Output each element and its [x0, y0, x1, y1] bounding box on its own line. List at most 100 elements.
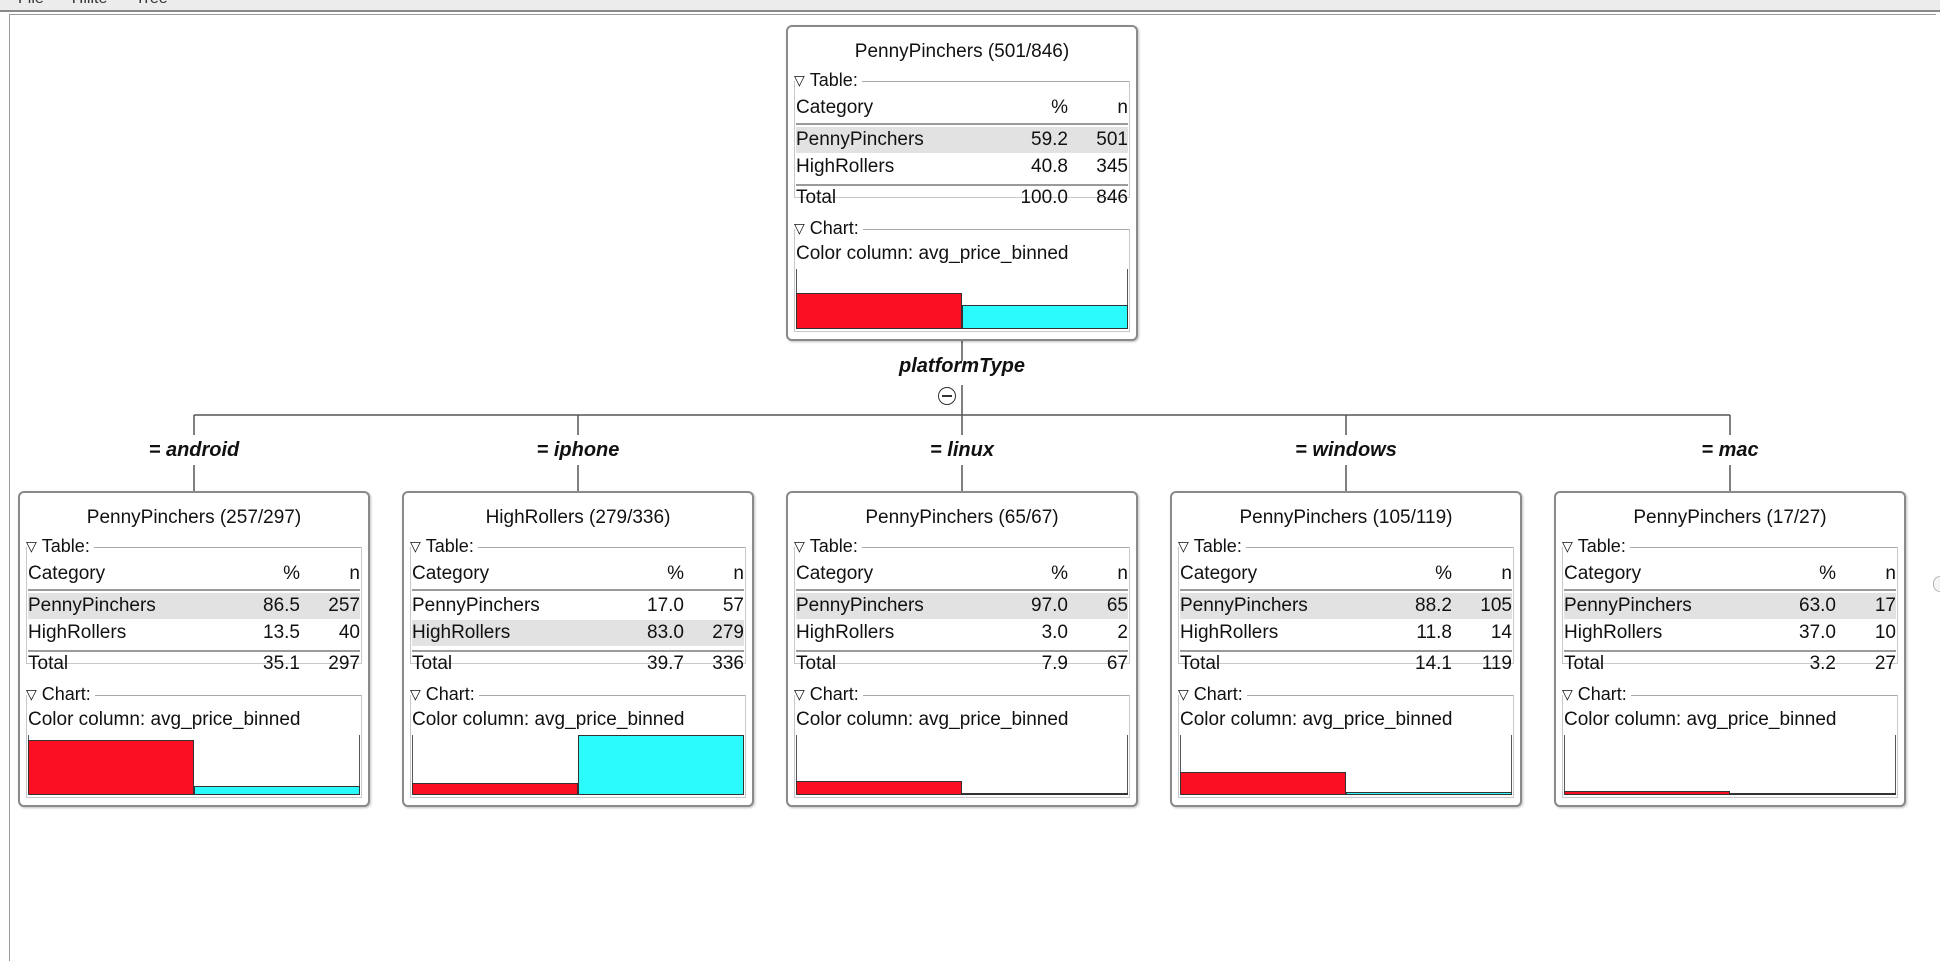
menu-bar: File Hilite Tree: [0, 0, 1940, 12]
chart-section-header[interactable]: ▽ Chart:: [26, 684, 362, 705]
total-divider: [796, 650, 1128, 652]
child-node[interactable]: PennyPinchers (65/67) ▽ Table: Category% n Pe…: [786, 491, 1138, 807]
chart-section-toggle[interactable]: ▽ Chart:: [794, 218, 863, 239]
menu-file[interactable]: File: [18, 0, 44, 8]
collapse-triangle-icon[interactable]: ▽: [1178, 538, 1189, 554]
menu-tree[interactable]: Tree: [135, 0, 167, 8]
collapse-triangle-icon[interactable]: ▽: [410, 686, 421, 702]
table-divider: [1564, 589, 1896, 591]
chart-section-label: Chart:: [809, 218, 859, 238]
table-section-toggle[interactable]: ▽ Table:: [794, 70, 862, 91]
collapse-node-button[interactable]: [938, 387, 956, 405]
table-divider: [412, 589, 744, 591]
root-node[interactable]: PennyPinchers (501/846) ▽ Table: Category% n…: [786, 25, 1138, 341]
chart-section-header[interactable]: ▽ Chart:: [410, 684, 746, 705]
edge-label-iphone: = iphone: [536, 439, 620, 461]
row-category: HighRollers: [28, 622, 127, 643]
header-percent: %: [1051, 563, 1068, 584]
chart-section-frame: [794, 695, 1130, 798]
chart-section-label: Chart:: [809, 684, 859, 704]
table-section-frame: [794, 81, 1130, 198]
table-section-header[interactable]: ▽ Table:: [794, 70, 1130, 91]
total-row: Total 14.1 119: [1180, 651, 1512, 677]
node-title: PennyPinchers (501/846): [854, 41, 1070, 62]
collapse-triangle-icon[interactable]: ▽: [794, 220, 805, 236]
header-n: n: [733, 563, 744, 584]
table-section-label: Table:: [1577, 536, 1626, 556]
chart-section-header[interactable]: ▽ Chart:: [1562, 684, 1898, 705]
table-section-header[interactable]: ▽ Table:: [1178, 536, 1514, 557]
total-count: 336: [712, 653, 744, 674]
row-percent: 40.8: [1031, 156, 1068, 177]
total-divider: [796, 184, 1128, 186]
table-section-toggle[interactable]: ▽ Table:: [26, 536, 94, 557]
bar-pennypinchers: [412, 782, 578, 795]
collapse-triangle-icon[interactable]: ▽: [410, 538, 421, 554]
header-category: Category: [796, 97, 874, 118]
header-category: Category: [796, 563, 874, 584]
collapse-triangle-icon[interactable]: ▽: [794, 686, 805, 702]
tree-view-canvas: platformType PennyPinchers (501/846) ▽ Tab…: [9, 14, 1936, 961]
chart-section-header[interactable]: ▽ Chart:: [794, 218, 1130, 239]
collapse-triangle-icon[interactable]: ▽: [1562, 686, 1573, 702]
total-divider: [1180, 650, 1512, 652]
collapse-triangle-icon[interactable]: ▽: [26, 538, 37, 554]
header-percent: %: [1435, 563, 1452, 584]
chart-section-toggle[interactable]: ▽ Chart:: [1562, 684, 1631, 705]
table-section-label: Table:: [41, 536, 90, 556]
collapse-triangle-icon[interactable]: ▽: [1178, 686, 1189, 702]
header-n: n: [349, 563, 360, 584]
total-divider: [28, 650, 360, 652]
chart-color-column: Color column: avg_price_binned: [1180, 709, 1453, 730]
table-section-toggle[interactable]: ▽ Table:: [1562, 536, 1630, 557]
row-category: HighRollers: [1180, 622, 1279, 643]
table-section-header[interactable]: ▽ Table:: [794, 536, 1130, 557]
chart-axis-left: [412, 735, 413, 795]
table-section-label: Table:: [425, 536, 474, 556]
row-percent: 86.5: [263, 595, 300, 616]
collapse-triangle-icon[interactable]: ▽: [794, 72, 805, 88]
total-label: Total: [796, 653, 837, 674]
chart-color-column: Color column: avg_price_binned: [412, 709, 685, 730]
total-percent: 3.2: [1809, 653, 1836, 674]
chart-section-toggle[interactable]: ▽ Chart:: [410, 684, 479, 705]
row-category: HighRollers: [1564, 622, 1663, 643]
chart-section-header[interactable]: ▽ Chart:: [1178, 684, 1514, 705]
chart-section-toggle[interactable]: ▽ Chart:: [1178, 684, 1247, 705]
bar-chart: [1180, 735, 1512, 795]
table-section-toggle[interactable]: ▽ Table:: [1178, 536, 1246, 557]
header-category: Category: [1564, 563, 1642, 584]
child-node[interactable]: PennyPinchers (105/119) ▽ Table: Category% n…: [1170, 491, 1522, 807]
bar-pennypinchers: [796, 293, 962, 329]
bar-highrollers: [962, 304, 1128, 329]
total-label: Total: [796, 187, 837, 208]
table-section-label: Table:: [809, 70, 858, 90]
table-section-header[interactable]: ▽ Table:: [1562, 536, 1898, 557]
chart-axis-right: [1511, 735, 1512, 795]
chart-section-toggle[interactable]: ▽ Chart:: [794, 684, 863, 705]
row-count: 14: [1490, 622, 1512, 643]
menu-hilite[interactable]: Hilite: [72, 0, 108, 8]
header-percent: %: [1051, 97, 1068, 118]
child-node[interactable]: HighRollers (279/336) ▽ Table: Category% n Pe…: [402, 491, 754, 807]
chart-color-column: Color column: avg_price_binned: [796, 709, 1069, 730]
child-node[interactable]: PennyPinchers (257/297) ▽ Table: Category% n…: [18, 491, 370, 807]
child-node[interactable]: PennyPinchers (17/27) ▽ Table: Category% n Pe…: [1554, 491, 1906, 807]
table-section-header[interactable]: ▽ Table:: [410, 536, 746, 557]
collapse-triangle-icon[interactable]: ▽: [26, 686, 37, 702]
header-category: Category: [28, 563, 106, 584]
table-row: PennyPinchers 63.0 17: [1564, 593, 1896, 619]
table-section-toggle[interactable]: ▽ Table:: [410, 536, 478, 557]
collapse-triangle-icon[interactable]: ▽: [1562, 538, 1573, 554]
scrollbar-handle[interactable]: [1933, 576, 1940, 592]
header-percent: %: [283, 563, 300, 584]
table-section-header[interactable]: ▽ Table:: [26, 536, 362, 557]
chart-section-header[interactable]: ▽ Chart:: [794, 684, 1130, 705]
table-section-toggle[interactable]: ▽ Table:: [794, 536, 862, 557]
node-title: HighRollers (279/336): [485, 507, 671, 528]
collapse-triangle-icon[interactable]: ▽: [794, 538, 805, 554]
total-row: Total 7.9 67: [796, 651, 1128, 677]
chart-section-toggle[interactable]: ▽ Chart:: [26, 684, 95, 705]
total-label: Total: [28, 653, 69, 674]
row-category: PennyPinchers: [1564, 595, 1692, 616]
